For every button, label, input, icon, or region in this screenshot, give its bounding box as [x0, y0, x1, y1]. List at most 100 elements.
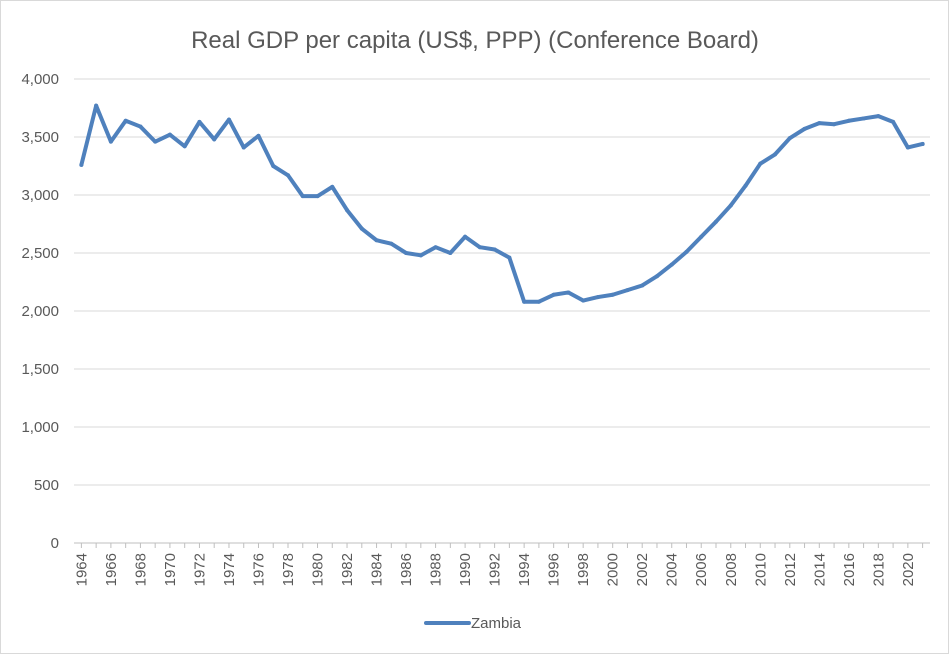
data-point-2002 [640, 283, 645, 288]
y-tick-label: 1,000 [21, 419, 59, 436]
data-point-2015 [832, 122, 837, 127]
data-point-1964 [79, 162, 84, 167]
x-tick-label: 1992 [487, 553, 504, 586]
y-tick-label: 2,500 [21, 245, 59, 262]
y-tick-label: 2,000 [21, 303, 59, 320]
data-point-1980 [315, 194, 320, 199]
x-tick-label: 1988 [428, 553, 445, 586]
data-point-2017 [861, 116, 866, 121]
data-point-1987 [418, 253, 423, 258]
data-point-1989 [448, 251, 453, 255]
data-point-1971 [182, 144, 187, 149]
legend-label-zambia: Zambia [471, 615, 522, 632]
x-tick-label: 2010 [752, 553, 769, 586]
data-point-2010 [758, 161, 763, 166]
data-point-1977 [271, 164, 276, 168]
x-tick-label: 1986 [398, 553, 415, 586]
data-point-1967 [123, 118, 128, 123]
data-point-1984 [374, 238, 379, 243]
data-point-1969 [153, 139, 158, 144]
data-point-2012 [787, 136, 792, 141]
x-tick-label: 2004 [664, 553, 681, 586]
x-tick-label: 1984 [369, 553, 386, 586]
data-point-2016 [846, 118, 851, 123]
x-tick-label: 1978 [280, 553, 297, 586]
legend: Zambia [424, 615, 522, 632]
data-point-2005 [684, 249, 689, 254]
data-point-1985 [389, 241, 394, 246]
data-point-2021 [920, 141, 925, 146]
x-tick-label: 2006 [693, 553, 710, 586]
data-point-1983 [359, 226, 364, 231]
x-tick-label: 2002 [634, 553, 651, 586]
data-point-1993 [507, 255, 512, 260]
data-point-2019 [891, 119, 896, 124]
data-point-1976 [256, 133, 261, 138]
data-point-1991 [477, 245, 482, 250]
data-point-2020 [905, 145, 910, 150]
x-tick-label: 2012 [782, 553, 799, 586]
x-tick-label: 1998 [575, 553, 592, 586]
data-point-1973 [212, 137, 217, 142]
x-tick-label: 1996 [546, 553, 563, 586]
x-tick-label: 1990 [457, 553, 474, 586]
x-axis-tick-labels: 1964 1966 1968 1970 1972 1974 1976 1978 1980 1982… [73, 553, 916, 586]
x-tick-label: 1982 [339, 553, 356, 586]
y-tick-label: 3,500 [21, 129, 59, 146]
data-point-1970 [167, 132, 172, 137]
x-tick-label: 2008 [723, 553, 740, 586]
data-point-2014 [817, 121, 822, 126]
x-tick-label: 2000 [605, 553, 622, 586]
x-tick-label: 1966 [103, 553, 120, 586]
y-tick-label: 3,000 [21, 187, 59, 204]
x-tick-label: 2016 [841, 553, 858, 586]
data-point-1999 [595, 295, 600, 300]
y-axis-tick-labels: 0 500 1,000 1,500 2,000 2,500 3,000 3,500 4,000 [21, 71, 59, 552]
data-point-1992 [492, 247, 497, 252]
data-point-1994 [522, 299, 527, 304]
data-point-2018 [876, 114, 881, 119]
series-group [79, 103, 925, 304]
x-tick-label: 1994 [516, 553, 533, 586]
x-tick-label: 1974 [221, 553, 238, 586]
data-point-1974 [226, 117, 231, 122]
data-point-1988 [433, 245, 438, 250]
data-point-1982 [345, 208, 350, 213]
data-point-1979 [300, 194, 305, 199]
chart-title: Real GDP per capita (US$, PPP) (Conferen… [191, 27, 759, 54]
data-point-1975 [241, 145, 246, 150]
data-point-1981 [330, 184, 335, 189]
series-line-zambia [79, 103, 925, 304]
data-point-2006 [699, 234, 704, 239]
x-tick-label: 2018 [870, 553, 887, 586]
data-point-1978 [286, 173, 290, 178]
data-point-2004 [669, 262, 674, 267]
x-tick-label: 1976 [250, 553, 267, 586]
y-tick-label: 4,000 [21, 71, 59, 88]
data-point-2009 [743, 183, 748, 188]
y-tick-label: 0 [51, 535, 59, 552]
data-point-1986 [404, 251, 409, 255]
data-point-1966 [108, 139, 113, 144]
x-tick-label: 1964 [73, 553, 90, 586]
data-point-1972 [197, 119, 202, 124]
data-point-1998 [581, 298, 586, 303]
y-tick-label: 500 [34, 477, 59, 494]
data-point-2007 [714, 219, 718, 224]
data-point-2001 [625, 288, 630, 293]
data-point-1997 [566, 290, 571, 295]
data-point-2013 [802, 126, 807, 131]
data-point-1995 [536, 299, 541, 304]
data-point-2003 [654, 274, 659, 279]
x-tick-label: 2020 [900, 553, 917, 586]
data-point-2008 [728, 203, 733, 208]
x-tick-label: 1972 [191, 553, 208, 586]
x-tick-label: 1968 [132, 553, 149, 586]
x-tick-label: 1970 [162, 553, 179, 586]
data-point-1990 [463, 234, 468, 239]
data-point-2011 [773, 152, 778, 157]
x-tick-label: 2014 [811, 553, 828, 586]
grid-lines [74, 78, 930, 548]
